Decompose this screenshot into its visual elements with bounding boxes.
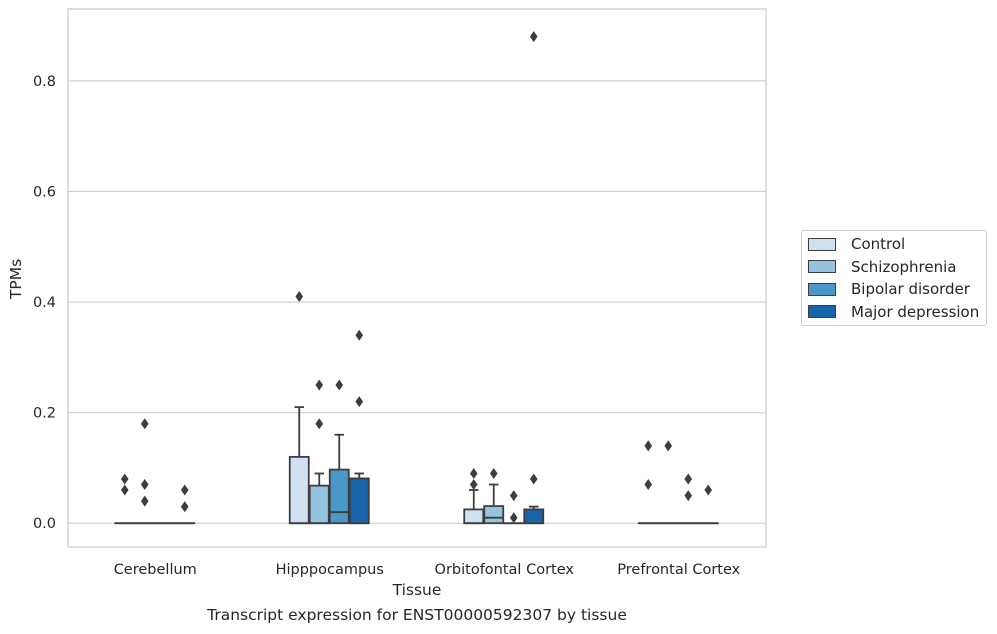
outlier-point	[469, 467, 478, 479]
outlier-point	[180, 501, 189, 513]
y-tick-label: 0.8	[33, 74, 56, 90]
x-tick-label: Hipppocampus	[276, 562, 384, 578]
outlier-point	[295, 291, 304, 303]
outlier-point	[644, 440, 653, 452]
box	[463, 508, 485, 525]
outlier-point	[664, 440, 673, 452]
legend: Control Schizophrenia Bipolar disorder Majo…	[801, 230, 987, 326]
y-tick-label: 0.4	[33, 295, 56, 311]
outlier-point	[140, 479, 149, 491]
x-tick-label: Orbitofontal Cortex	[435, 562, 575, 578]
box	[308, 484, 330, 525]
x-tick-label: Cerebellum	[114, 562, 197, 578]
box-plot-series	[114, 31, 719, 525]
outlier-point	[335, 379, 344, 391]
box	[348, 477, 370, 525]
legend-item: Major depression	[808, 302, 979, 322]
outlier-point	[180, 484, 189, 496]
plot-frame	[67, 8, 767, 548]
outlier-point	[529, 473, 538, 485]
y-tick-label: 0.2	[33, 406, 56, 422]
x-axis-label: Tissue	[392, 581, 442, 599]
legend-item: Schizophrenia	[808, 257, 956, 277]
outlier-point	[120, 473, 129, 485]
box	[483, 505, 505, 525]
outlier-point	[315, 418, 324, 430]
outlier-point	[509, 490, 518, 502]
outlier-point	[704, 484, 713, 496]
outlier-point	[355, 396, 364, 408]
y-axis-label: TPMs	[7, 259, 25, 300]
box	[523, 508, 545, 525]
y-tick-label: 0.0	[33, 516, 56, 532]
legend-label: Schizophrenia	[851, 257, 957, 276]
x-axis-ticks: Cerebellum Hipppocampus Orbitofontal Corte…	[114, 562, 741, 578]
box	[328, 468, 350, 525]
legend-item: Control	[808, 234, 905, 254]
outlier-point	[509, 512, 518, 524]
outlier-point	[529, 31, 538, 43]
legend-swatch	[808, 282, 836, 296]
legend-label: Control	[851, 235, 906, 253]
outlier-point	[120, 484, 129, 496]
box	[288, 455, 310, 525]
gridlines	[68, 80, 766, 524]
outlier-point	[140, 495, 149, 507]
chart-title: Transcript expression for ENST0000059230…	[207, 606, 627, 624]
legend-swatch	[808, 237, 836, 251]
x-tick-label: Prefrontal Cortex	[617, 562, 740, 578]
y-tick-label: 0.6	[33, 184, 56, 200]
y-axis-ticks: 0.0 0.2 0.4 0.6 0.8	[33, 74, 56, 532]
legend-label: Bipolar disorder	[851, 280, 970, 298]
outlier-point	[489, 467, 498, 479]
outlier-point	[140, 418, 149, 430]
legend-item: Bipolar disorder	[808, 279, 970, 299]
legend-swatch	[808, 305, 836, 318]
legend-swatch	[808, 260, 836, 273]
outlier-point	[644, 479, 653, 491]
outlier-point	[315, 379, 324, 391]
outlier-point	[355, 329, 364, 341]
outlier-point	[684, 473, 693, 485]
outlier-point	[469, 479, 478, 491]
legend-label: Major depression	[851, 302, 980, 321]
outlier-point	[684, 490, 693, 502]
